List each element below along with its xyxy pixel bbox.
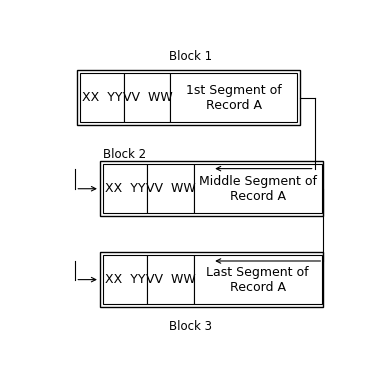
Bar [147, 255, 193, 304]
Text: XX  YY: XX YY [82, 91, 122, 104]
Text: XX  YY: XX YY [105, 273, 145, 286]
Bar [170, 73, 297, 122]
Text: Block 2: Block 2 [103, 148, 146, 161]
Text: Last Segment of
Record A: Last Segment of Record A [206, 265, 309, 294]
Text: Middle Segment of
Record A: Middle Segment of Record A [199, 175, 317, 203]
Text: Block 1: Block 1 [169, 50, 212, 63]
Bar [193, 164, 321, 213]
Text: XX  YY: XX YY [105, 182, 145, 195]
Bar [124, 73, 170, 122]
Bar [100, 252, 323, 307]
Bar [147, 164, 193, 213]
Text: VV  WW: VV WW [145, 182, 195, 195]
Bar [77, 70, 300, 125]
Bar [103, 164, 147, 213]
Text: Block 3: Block 3 [169, 320, 212, 332]
Bar [103, 255, 147, 304]
Text: VV  WW: VV WW [122, 91, 172, 104]
Bar [80, 73, 124, 122]
Text: VV  WW: VV WW [145, 273, 195, 286]
Bar [193, 255, 321, 304]
Bar [100, 161, 323, 216]
Text: 1st Segment of
Record A: 1st Segment of Record A [186, 84, 282, 112]
